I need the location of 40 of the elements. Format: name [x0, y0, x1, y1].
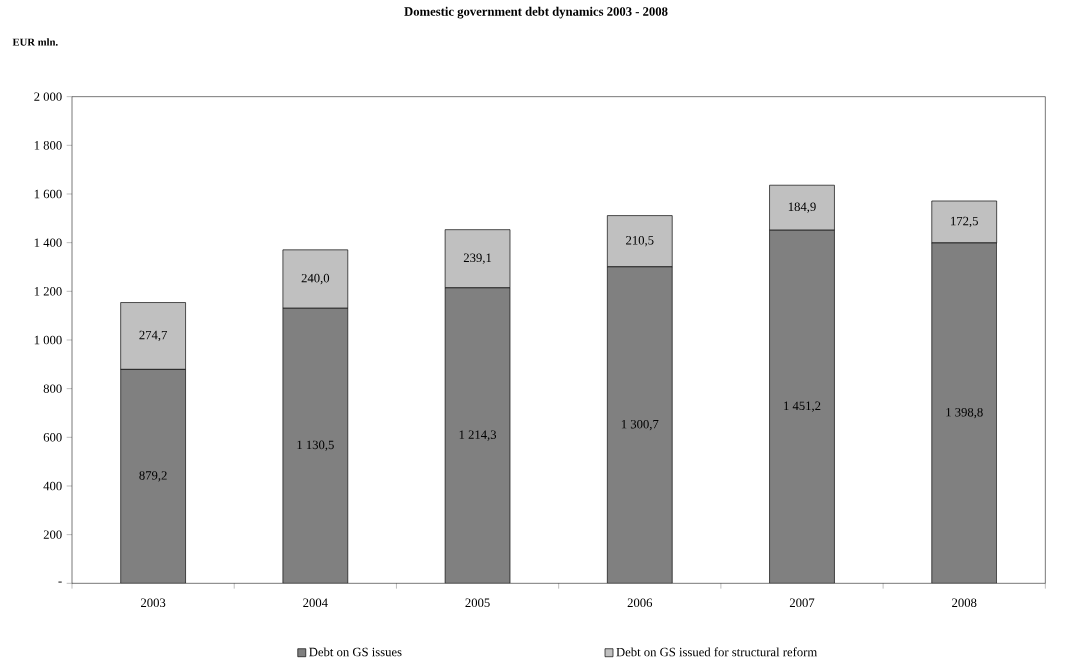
data-label: 239,1: [463, 253, 492, 264]
bar: [931, 242, 997, 584]
data-label: 1 451,2: [784, 401, 821, 412]
data-label: 274,7: [139, 330, 168, 341]
x-tick-label: 2004: [303, 598, 328, 607]
bar: [282, 249, 349, 309]
data-label: 879,2: [139, 470, 167, 482]
data-label: 1 398,8: [946, 407, 983, 419]
y-tick-label: 600: [43, 432, 62, 442]
chart-title: Domestic government debt dynamics 2003 - 2008: [404, 6, 668, 19]
data-label: 1 130,5: [297, 440, 334, 451]
y-tick-label: 1 400: [34, 238, 62, 247]
y-tick-label: 1 800: [34, 140, 62, 150]
y-tick-label: 200: [43, 530, 62, 539]
bar: [282, 307, 349, 584]
data-label: 184,9: [788, 202, 816, 213]
data-label: 172,5: [951, 216, 978, 227]
x-tick-label: 2008: [952, 598, 977, 607]
y-tick-label: 2 000: [34, 92, 62, 101]
y-tick-label: 800: [43, 384, 62, 393]
y-tick-label: 1 600: [34, 189, 62, 199]
y-tick-label: 1 200: [34, 286, 62, 296]
data-label: 210,5: [626, 235, 654, 247]
x-tick-label: 2005: [465, 598, 490, 607]
y-tick-label: -: [58, 581, 62, 583]
y-tick-label: 400: [43, 481, 62, 491]
bar: [120, 368, 186, 584]
bar: [444, 287, 511, 584]
data-label: 240,0: [301, 273, 330, 284]
legend-label: Debt on GS issues: [309, 647, 402, 657]
legend-label: Debt on GS issued for structural reform: [616, 647, 818, 657]
y-axis-title: EUR mln.: [12, 37, 58, 46]
data-label: 1 214,3: [459, 430, 497, 441]
x-tick-label: 2007: [789, 598, 815, 607]
x-tick-label: 2003: [141, 598, 166, 607]
y-tick-label: 1 000: [34, 335, 62, 345]
bar: [769, 229, 835, 584]
bar: [607, 266, 673, 584]
data-label: 1 300,7: [621, 419, 659, 431]
x-tick-label: 2006: [627, 598, 653, 607]
